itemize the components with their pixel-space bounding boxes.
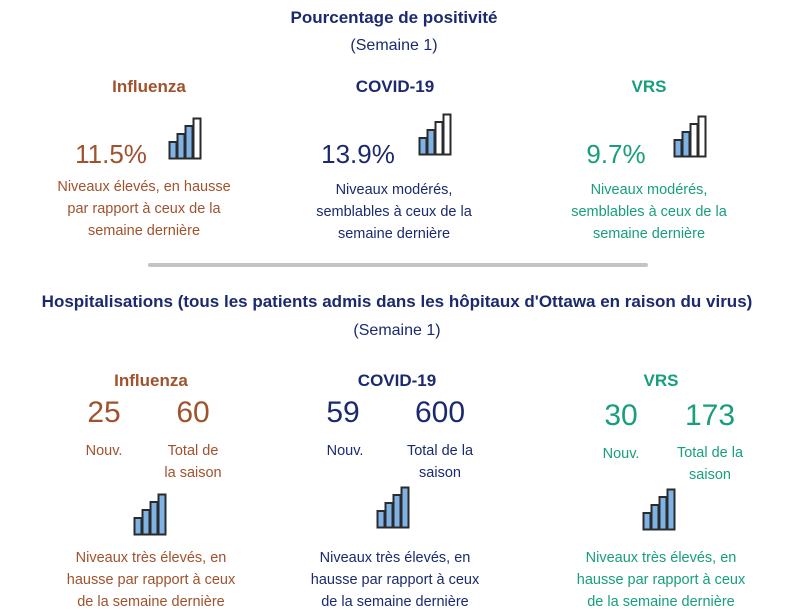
hospital-rsv-title: VRS — [643, 371, 679, 390]
positivity-covid-title: COVID-19 — [355, 77, 435, 96]
hospital-covid-title: COVID-19 — [357, 371, 437, 390]
hospital-influenza-desc: Niveaux très élevés, en hausse par rappo… — [66, 550, 236, 610]
hospital-rsv-new-label: Nouv. — [602, 446, 640, 462]
bar-chart-icon — [168, 117, 204, 160]
positivity-rsv-desc: Niveaux modérés, semblables à ceux de la… — [571, 182, 727, 242]
hospital-rsv-desc: Niveaux très élevés, en hausse par rappo… — [576, 550, 746, 610]
hospital-covid-desc: Niveaux très élevés, en hausse par rappo… — [310, 550, 480, 610]
positivity-influenza-desc: Niveaux élevés, en hausse par rapport à … — [57, 179, 231, 239]
bar-chart-icon — [133, 493, 169, 536]
hospital-covid-total: 600 — [414, 396, 466, 429]
bar-chart-icon — [418, 113, 454, 156]
hospital-covid-new: 59 — [326, 396, 360, 429]
positivity-rsv-title: VRS — [631, 77, 667, 96]
hospital-influenza-total-label: Total de la saison — [164, 443, 222, 481]
hospital-influenza-new: 25 — [87, 396, 121, 429]
hospital-covid-total-label: Total de la saison — [406, 443, 474, 481]
hospital-title: Hospitalisations (tous les patients admi… — [41, 292, 753, 311]
hospital-rsv-total-label: Total de la saison — [676, 445, 744, 483]
positivity-influenza-title: Influenza — [112, 77, 186, 96]
positivity-covid-desc: Niveaux modérés, semblables à ceux de la… — [316, 182, 472, 242]
hospital-influenza-title: Influenza — [114, 371, 188, 390]
hospital-covid-new-label: Nouv. — [326, 443, 364, 459]
positivity-title: Pourcentage de positivité — [290, 8, 498, 27]
hospital-influenza-new-label: Nouv. — [85, 443, 123, 459]
hospital-rsv-total: 173 — [684, 399, 736, 432]
hospital-influenza-total: 60 — [176, 396, 210, 429]
positivity-rsv-value: 9.7% — [586, 139, 646, 169]
positivity-influenza-value: 11.5% — [75, 139, 147, 169]
hospital-week: (Semaine 1) — [353, 322, 441, 339]
bar-chart-icon — [376, 486, 412, 529]
section-divider — [148, 263, 648, 267]
hospital-rsv-new: 30 — [604, 399, 638, 432]
bar-chart-icon — [673, 115, 709, 158]
positivity-covid-value: 13.9% — [321, 139, 395, 169]
positivity-week: (Semaine 1) — [350, 37, 438, 54]
bar-chart-icon — [642, 488, 678, 531]
